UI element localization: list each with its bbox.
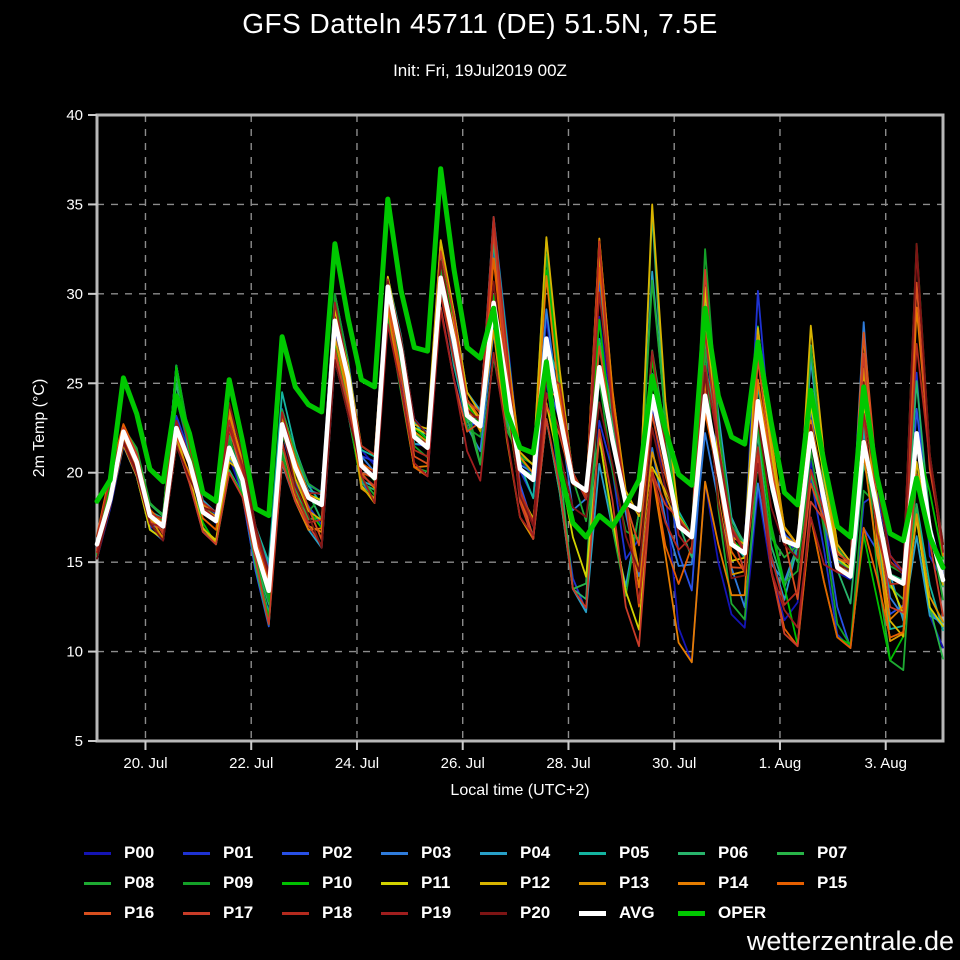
legend-item-P13: P13 [579,873,678,893]
legend-label: P05 [619,843,650,862]
legend-label: P09 [223,873,254,892]
legend-label: P11 [421,873,451,892]
legend-swatch-P08 [84,881,111,885]
legend-label: P00 [124,843,155,862]
legend-swatch-P16 [84,911,111,915]
legend-label: P19 [421,903,452,922]
legend-item-P15: P15 [777,873,876,893]
legend-item-P01: P01 [183,843,282,863]
oper-line [94,166,946,570]
legend-label: P18 [322,903,353,922]
legend-swatch-P03 [381,851,408,855]
legend-item-P08: P08 [84,873,183,893]
legend-swatch-AVG [579,910,606,916]
legend-swatch-P05 [579,851,606,855]
legend-label: P08 [124,873,155,892]
legend-label: P02 [322,843,353,862]
legend-swatch-P04 [480,851,507,855]
legend-swatch-P17 [183,911,210,915]
legend-item-P11: P11 [381,873,480,893]
legend-swatch-P07 [777,851,804,855]
plot-frame [95,113,945,743]
legend-label: P20 [520,903,551,922]
legend-swatch-P09 [183,881,210,885]
chart-title: GFS Datteln 45711 (DE) 51.5N, 7.5E [242,8,718,39]
legend-label: OPER [718,903,767,922]
legend-item-P02: P02 [282,843,381,863]
x-tick-label: 20. Jul [123,755,167,772]
legend-swatch-P18 [282,911,309,915]
legend-swatch-P15 [777,881,804,885]
y-tick-label: 20 [66,465,83,482]
y-tick-label: 15 [66,554,83,571]
legend-item-P20: P20 [480,903,579,923]
x-tick-label: 24. Jul [335,755,379,772]
x-tick-label: 22. Jul [229,755,273,772]
legend-item-AVG: AVG [579,903,678,923]
legend-label: P15 [817,873,848,892]
legend-item-P12: P12 [480,873,579,893]
legend-label: P01 [223,843,254,862]
y-tick-label: 40 [66,107,83,124]
legend-item-P00: P00 [84,843,183,863]
legend-label: P04 [520,843,551,862]
legend-swatch-P00 [84,851,111,855]
legend-label: P14 [718,873,749,892]
y-tick-label: 10 [66,644,83,661]
legend-item-P07: P07 [777,843,876,863]
legend-swatch-P11 [381,881,408,885]
chart-subtitle: Init: Fri, 19Jul2019 00Z [393,61,567,80]
legend-item-P03: P03 [381,843,480,863]
legend-item-P16: P16 [84,903,183,923]
y-tick-label: 30 [66,286,83,303]
legend-label: P13 [619,873,650,892]
avg-line [94,275,946,594]
legend-item-P09: P09 [183,873,282,893]
legend-item-P06: P06 [678,843,777,863]
y-tick-label: 35 [66,196,83,213]
legend-item-OPER: OPER [678,903,777,923]
legend-label: P12 [520,873,551,892]
legend-item-P19: P19 [381,903,480,923]
legend-swatch-P01 [183,851,210,855]
legend-swatch-OPER [678,910,705,916]
plot-area: 5 10 15 20 25 30 35 40 20. Jul 22. Jul 24. Jul 26. … [66,107,946,772]
legend-label: P06 [718,843,749,862]
x-tick-label: 26. Jul [441,755,485,772]
legend-item-P17: P17 [183,903,282,923]
x-tick-label: 3. Aug [864,755,907,772]
legend-label: AVG [619,903,655,922]
legend-swatch-P19 [381,911,408,915]
legend-label: P10 [322,873,353,892]
legend-item-P18: P18 [282,903,381,923]
legend-item-P14: P14 [678,873,777,893]
legend-label: P03 [421,843,452,862]
legend-swatch-P20 [480,911,507,915]
ensemble-member-line-P19 [96,249,944,629]
watermark: wetterzentrale.de [746,926,954,956]
legend-swatch-P02 [282,851,309,855]
legend-label: P07 [817,843,848,862]
x-tick-label: 1. Aug [759,755,802,772]
legend-swatch-P14 [678,881,705,885]
legend-swatch-P13 [579,881,606,885]
legend-item-P05: P05 [579,843,678,863]
x-tick-label: 30. Jul [652,755,696,772]
legend-swatch-P10 [282,881,309,885]
y-tick-label: 5 [75,733,83,750]
legend-label: P16 [124,903,155,922]
legend-swatch-P06 [678,851,705,855]
legend-item-P04: P04 [480,843,579,863]
legend-swatch-P12 [480,881,507,885]
x-tick-label: 28. Jul [546,755,590,772]
x-axis-title: Local time (UTC+2) [450,782,590,799]
y-tick-label: 25 [66,375,83,392]
legend-item-P10: P10 [282,873,381,893]
legend-label: P17 [223,903,254,922]
legend: P00 P01 P02 P03 P04 P05 P06 P07 P08 P09 P10 P11 P12 P… [84,838,876,928]
